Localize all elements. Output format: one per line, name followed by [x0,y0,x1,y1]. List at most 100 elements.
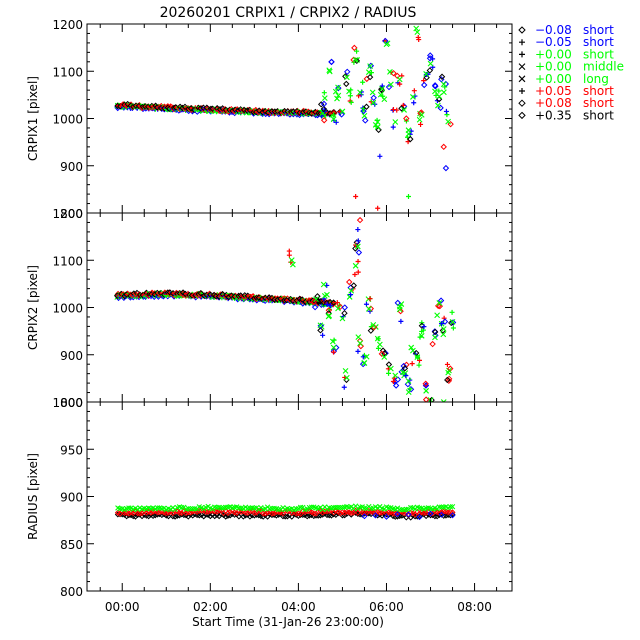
data-point [288,257,295,263]
y-tick-label: 800 [60,396,83,410]
data-point [355,334,362,340]
data-point [354,48,360,54]
data-point [284,513,291,520]
data-point [273,509,280,516]
data-point [355,348,361,354]
legend-length: short [583,35,614,49]
data-point [438,508,445,515]
data-point [405,127,412,134]
data-point [361,112,368,119]
data-point [427,60,434,67]
x-tick-label: 00:00 [105,600,140,614]
data-point [187,509,194,516]
data-point [355,249,363,256]
data-point [218,505,225,511]
outlier-point [442,164,450,172]
y-tick-label: 850 [60,538,83,552]
data-point [355,269,361,275]
data-point [381,354,388,360]
data-point [403,506,409,512]
data-point [350,282,357,289]
data-point [286,252,292,258]
data-point [434,513,441,520]
data-point [392,372,399,379]
data-point [172,513,179,520]
legend-marker [518,99,526,107]
data-point [363,353,370,360]
outlier-point [406,193,412,199]
data-point [353,242,359,248]
data-point [390,69,397,77]
data-point [348,510,355,517]
data-markers [114,503,456,521]
data-point [436,300,443,306]
data-point [390,124,396,130]
data-point [397,506,403,513]
data-point [321,293,328,299]
data-point [414,354,421,360]
legend-offset: +0.00 [535,72,572,86]
data-point [348,292,354,298]
data-point [348,99,354,105]
data-point [447,504,454,510]
data-point [449,319,457,326]
data-point [359,509,366,516]
y-tick-label: 900 [60,491,83,505]
data-point [331,337,337,343]
data-point [328,58,335,66]
data-point [438,504,445,510]
data-point [443,108,449,114]
x-axis: 00:00 02:00 04:00 06:00 08:00 [99,24,498,614]
data-point [354,243,361,250]
data-point [432,88,438,95]
data-point [352,271,358,277]
outlier-point [356,216,364,224]
data-point [421,81,428,89]
data-point [346,294,353,300]
data-point [352,262,359,269]
legend-item: +0.35 short [518,108,614,122]
data-point [335,92,342,99]
legend-marker [518,63,526,70]
legend: −0.08 short −0.05 short +0.00 short +0.00 middl… [518,23,624,122]
data-point [357,89,363,96]
data-point [363,301,369,307]
data-point [224,509,231,516]
data-point [362,117,369,124]
data-point [416,362,422,368]
y-tick-label: 1200 [52,18,83,32]
data-point [330,116,337,123]
data-point [405,511,412,518]
legend-marker [518,26,526,34]
data-point [163,510,170,517]
legend-item: −0.05 short [519,35,614,49]
data-point [321,90,327,96]
x-tick-label: 08:00 [457,600,492,614]
legend-item: +0.00 long [518,72,609,86]
x-tick-label: 04:00 [281,600,316,614]
data-point [430,56,436,62]
data-point [341,384,347,390]
data-point [408,344,415,351]
data-point [392,119,399,125]
data-point [440,331,447,338]
data-point [310,510,317,517]
data-point [369,89,376,96]
data-point [320,332,326,338]
data-point [433,92,439,98]
data-point [342,367,349,374]
data-point [240,513,247,520]
data-point [387,81,394,88]
data-point [445,509,452,516]
data-point [390,378,396,384]
data-point [324,301,330,307]
data-point [320,105,328,113]
data-point [387,365,394,372]
data-point [376,341,383,348]
data-point [449,512,456,519]
data-point [211,513,218,520]
data-point [444,361,450,367]
data-point [374,124,381,130]
data-point [370,94,377,101]
data-point [372,512,379,519]
